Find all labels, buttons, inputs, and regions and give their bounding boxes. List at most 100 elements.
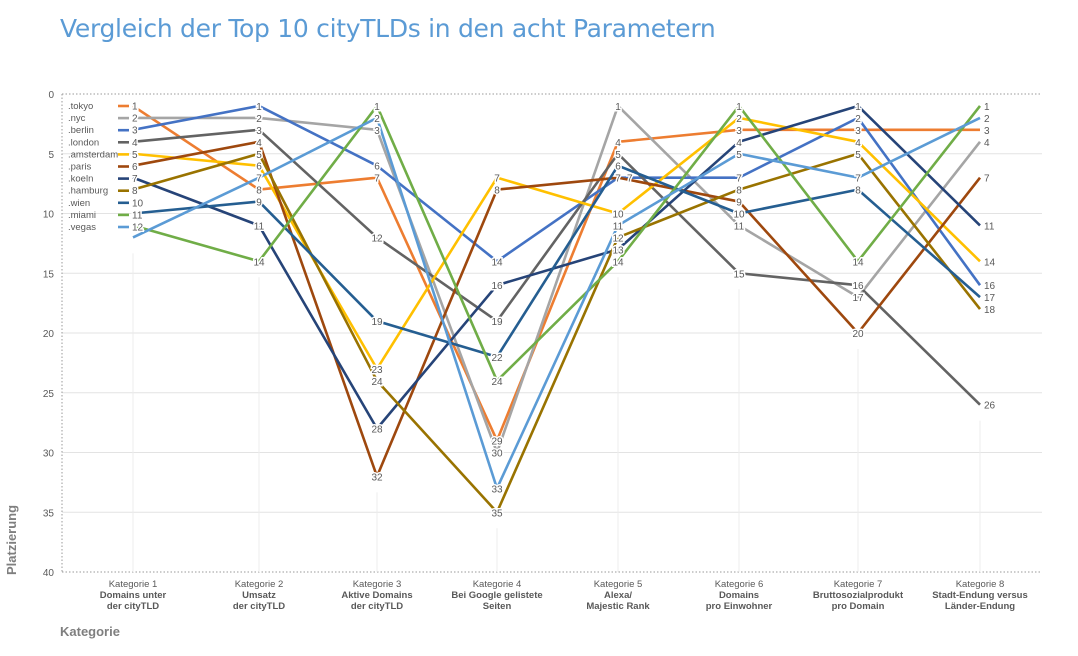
data-label: 30 bbox=[491, 449, 503, 460]
data-label: 6 bbox=[615, 162, 621, 173]
y-tick-label: 20 bbox=[43, 329, 55, 340]
data-label: 24 bbox=[371, 377, 383, 388]
x-category-label: Seiten bbox=[483, 601, 512, 612]
data-label: 5 bbox=[132, 150, 138, 161]
data-label: 4 bbox=[855, 138, 861, 149]
data-label: 14 bbox=[491, 257, 503, 268]
data-label: 14 bbox=[253, 257, 265, 268]
y-tick-label: 25 bbox=[43, 389, 55, 400]
y-tick-label: 40 bbox=[43, 568, 55, 579]
data-label: 1 bbox=[374, 102, 380, 113]
series-line-tokyo bbox=[132, 104, 980, 442]
data-label: 19 bbox=[371, 317, 383, 328]
data-label: 9 bbox=[736, 198, 742, 209]
data-label: 11 bbox=[254, 221, 265, 232]
data-label: 35 bbox=[491, 508, 503, 519]
y-tick-label: 15 bbox=[43, 269, 55, 280]
data-label: 7 bbox=[627, 174, 633, 185]
data-label: 1 bbox=[256, 102, 262, 113]
x-category-label: Bruttosozialprodukt bbox=[813, 590, 904, 601]
data-label: 8 bbox=[132, 186, 138, 197]
data-label: 2 bbox=[256, 114, 262, 125]
data-label: 4 bbox=[615, 138, 621, 149]
data-label: 8 bbox=[494, 186, 500, 197]
legend-label: .koeln bbox=[68, 174, 93, 185]
data-label: 5 bbox=[615, 150, 621, 161]
data-label: 13 bbox=[612, 245, 624, 256]
x-axis-title: Kategorie bbox=[60, 624, 120, 639]
legend-label: .hamburg bbox=[68, 186, 108, 197]
data-label: 16 bbox=[491, 281, 503, 292]
series-line-london bbox=[132, 128, 981, 406]
x-category-label: Kategorie 3 bbox=[353, 579, 402, 590]
data-label: 4 bbox=[256, 138, 262, 149]
data-label: 6 bbox=[256, 162, 262, 173]
x-category-label: der cityTLD bbox=[107, 601, 159, 612]
data-label: 12 bbox=[371, 233, 383, 244]
data-label: 14 bbox=[612, 257, 624, 268]
data-label: 7 bbox=[855, 174, 861, 185]
y-tick-label: 35 bbox=[43, 508, 55, 519]
data-label: 33 bbox=[491, 484, 503, 495]
x-category-label: Kategorie 4 bbox=[473, 579, 522, 590]
data-label: 8 bbox=[736, 186, 742, 197]
x-category-label: Kategorie 7 bbox=[834, 579, 883, 590]
x-category-label: der cityTLD bbox=[233, 601, 285, 612]
series-line-hamburg bbox=[132, 152, 982, 514]
data-label: 2 bbox=[855, 114, 861, 125]
data-label: 14 bbox=[852, 257, 864, 268]
x-category-label: Länder-Endung bbox=[945, 601, 1015, 612]
data-label: 22 bbox=[491, 353, 503, 364]
legend-label: .london bbox=[68, 137, 99, 148]
legend-label: .paris bbox=[68, 162, 91, 173]
data-label: 7 bbox=[984, 174, 990, 185]
data-label: 7 bbox=[256, 174, 262, 185]
data-label: 17 bbox=[984, 293, 996, 304]
x-category-label: Kategorie 2 bbox=[235, 579, 284, 590]
chart-title: Vergleich der Top 10 cityTLDs in den ach… bbox=[60, 14, 716, 43]
x-category-label: pro Domain bbox=[832, 601, 885, 612]
legend-label: .miami bbox=[68, 210, 96, 221]
x-category-label: Umsatz bbox=[242, 590, 276, 601]
series-line-koeln bbox=[132, 104, 981, 430]
data-label: 26 bbox=[984, 401, 996, 412]
legend-label: .vegas bbox=[68, 222, 96, 233]
data-label: 10 bbox=[612, 210, 624, 221]
data-label: 3 bbox=[736, 126, 742, 137]
series-line-wien bbox=[132, 164, 981, 359]
y-tick-label: 5 bbox=[48, 150, 54, 161]
data-label: 3 bbox=[132, 126, 138, 137]
legend-label: .nyc bbox=[68, 113, 86, 124]
y-tick-label: 0 bbox=[48, 90, 54, 101]
data-label: 5 bbox=[855, 150, 861, 161]
data-label: 10 bbox=[132, 198, 144, 209]
data-label: 16 bbox=[984, 281, 996, 292]
data-label: 3 bbox=[855, 126, 861, 137]
legend-label: .berlin bbox=[68, 125, 94, 136]
data-label: 29 bbox=[491, 437, 503, 448]
data-label: 24 bbox=[491, 377, 503, 388]
data-label: 7 bbox=[374, 174, 380, 185]
x-category-label: Domains unter bbox=[100, 590, 167, 601]
data-label: 1 bbox=[615, 102, 621, 113]
data-label: 6 bbox=[132, 162, 138, 173]
data-label: 20 bbox=[852, 329, 864, 340]
x-category-label: der cityTLD bbox=[351, 601, 403, 612]
data-label: 11 bbox=[613, 221, 624, 232]
data-label: 16 bbox=[852, 281, 864, 292]
x-category-label: Majestic Rank bbox=[586, 601, 650, 612]
x-category-label: Kategorie 5 bbox=[594, 579, 643, 590]
data-label: 4 bbox=[736, 138, 742, 149]
data-label: 28 bbox=[371, 425, 383, 436]
data-label: 5 bbox=[256, 150, 262, 161]
data-label: 1 bbox=[984, 102, 990, 113]
data-label: 4 bbox=[132, 138, 138, 149]
data-label: 3 bbox=[256, 126, 262, 137]
legend-label: .amsterdam bbox=[68, 149, 118, 160]
legend-label: .tokyo bbox=[68, 101, 93, 112]
data-label: 9 bbox=[256, 198, 262, 209]
x-category-label: Stadt-Endung versus bbox=[932, 590, 1028, 601]
data-label: 14 bbox=[984, 257, 996, 268]
